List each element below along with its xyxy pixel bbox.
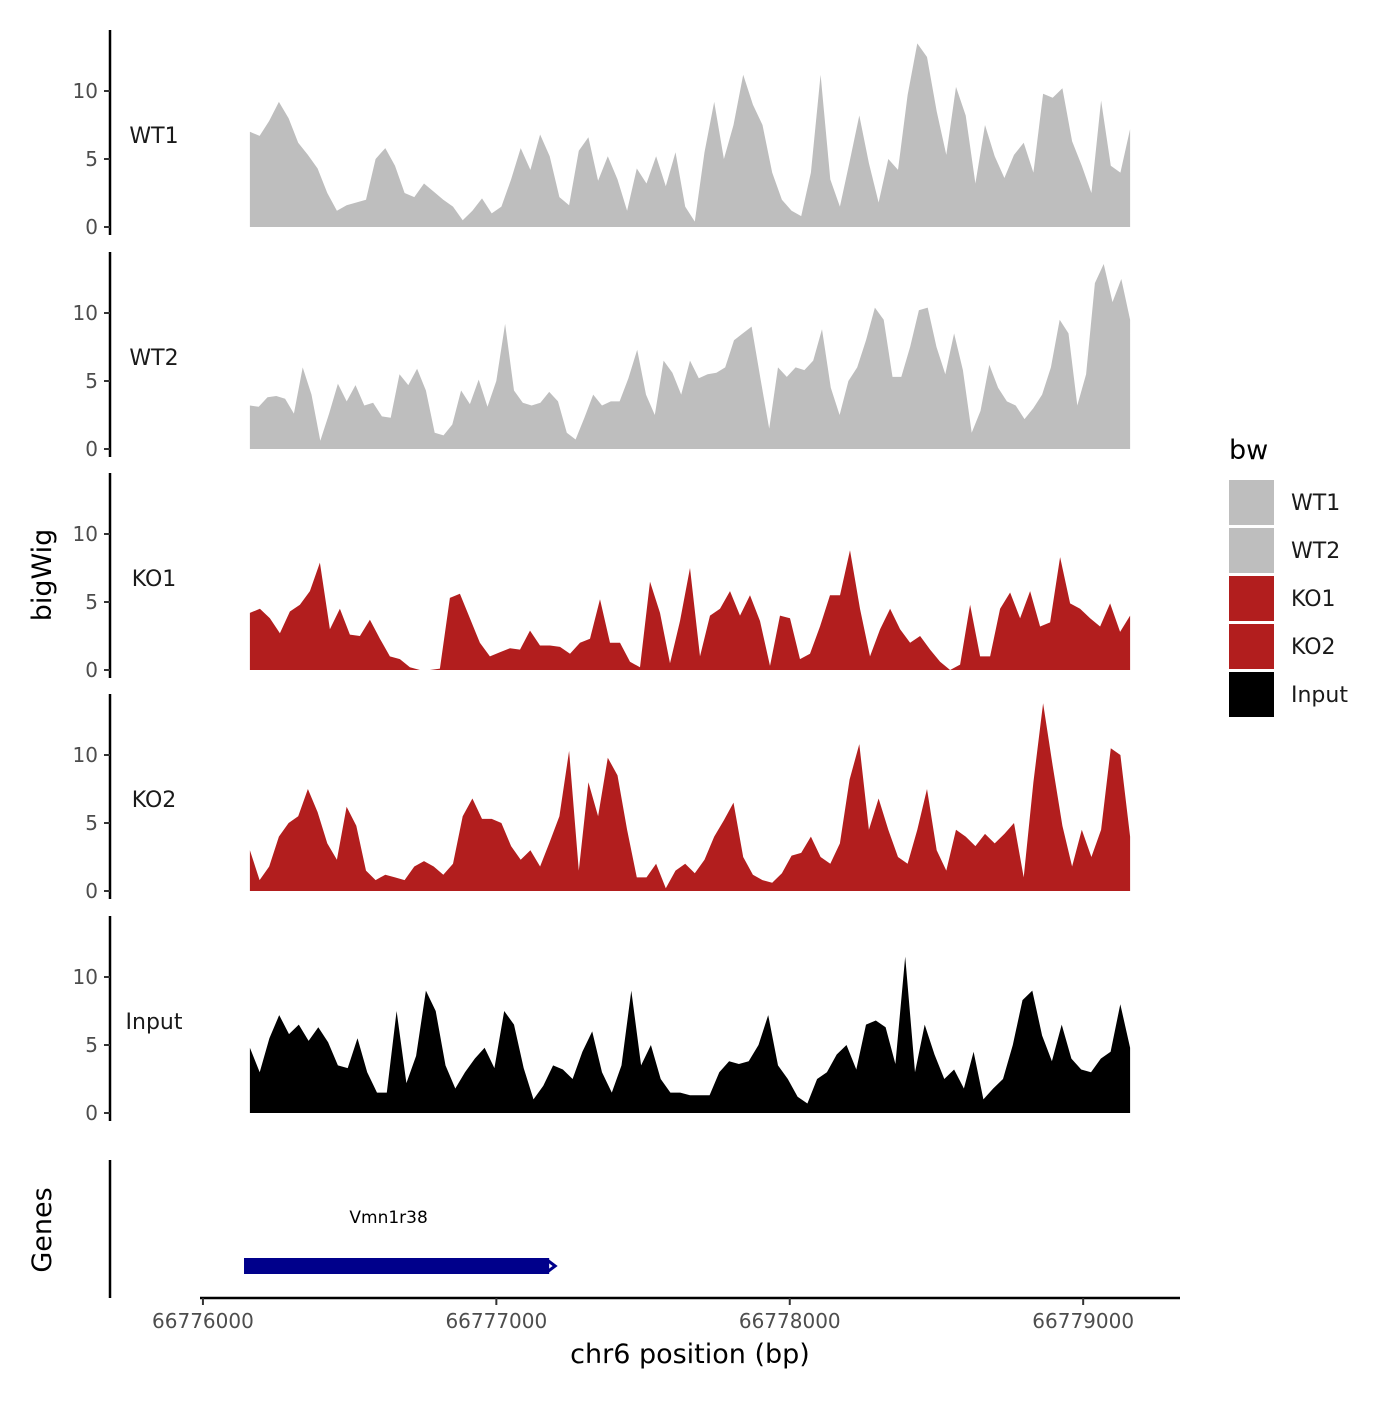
legend-item-wt2: WT2 (1229, 528, 1340, 573)
track-ko1: 0 5 10 KO1 (73, 473, 1131, 682)
y-tick-label: 10 (73, 522, 98, 546)
track-wt1: 0 5 10 WT1 (73, 30, 1131, 239)
legend-swatch (1229, 480, 1274, 525)
track-area-wt2 (249, 264, 1131, 449)
gene-strand-arrow (546, 1258, 558, 1274)
y-tick-label: 0 (85, 879, 98, 903)
tracks-layer: 0 5 10 WT1 0 5 10 WT2 0 5 10 KO1 0 5 10 KO2 0 5 10 Input (73, 30, 1131, 1125)
track-label: KO1 (132, 567, 177, 592)
y-tick-label: 0 (85, 215, 98, 239)
track-area-input (249, 956, 1131, 1113)
y-tick-label: 0 (85, 1101, 98, 1125)
y-tick-label: 10 (73, 743, 98, 767)
genes-axis-title: Genes (27, 1187, 58, 1272)
legend-title: bw (1229, 435, 1268, 466)
x-tick-label: 66776000 (152, 1309, 254, 1333)
legend-item-input: Input (1229, 672, 1348, 717)
gene-vmn1r38: Vmn1r38 (244, 1208, 558, 1274)
y-tick-label: 10 (73, 301, 98, 325)
legend-label: KO1 (1291, 587, 1336, 612)
y-tick-label: 5 (85, 147, 98, 171)
genes-layer: Vmn1r38 (108, 1160, 558, 1298)
legend-label: Input (1291, 683, 1348, 708)
track-area-ko2 (249, 703, 1131, 891)
legend-swatch (1229, 528, 1274, 573)
track-area-wt1 (249, 43, 1131, 228)
x-axis: 66776000 66777000 66778000 66779000 (152, 1296, 1180, 1333)
track-ko2: 0 5 10 KO2 (73, 694, 1131, 903)
y-tick-label: 0 (85, 658, 98, 682)
y-tick-label: 5 (85, 369, 98, 393)
track-label: KO2 (132, 788, 177, 813)
legend-label: WT2 (1291, 539, 1340, 564)
legend-label: KO2 (1291, 635, 1336, 660)
legend-swatch (1229, 624, 1274, 669)
track-label: WT2 (129, 346, 178, 371)
gene-body (244, 1258, 550, 1274)
x-tick-label: 66777000 (445, 1309, 547, 1333)
track-input: 0 5 10 Input (73, 916, 1131, 1125)
legend-item-wt1: WT1 (1229, 480, 1340, 525)
track-area-ko1 (249, 550, 1131, 670)
y-tick-label: 5 (85, 811, 98, 835)
y-tick-label: 5 (85, 1033, 98, 1057)
x-tick-label: 66779000 (1032, 1309, 1134, 1333)
track-label: Input (126, 1010, 183, 1035)
legend-item-ko2: KO2 (1229, 624, 1336, 669)
y-tick-label: 10 (73, 965, 98, 989)
y-tick-label: 5 (85, 590, 98, 614)
legend: bw WT1 WT2 KO1 KO2 Input (1229, 435, 1348, 717)
x-axis-title: chr6 position (bp) (570, 1339, 810, 1370)
y-axis-title: bigWig (27, 529, 58, 622)
legend-item-ko1: KO1 (1229, 576, 1336, 621)
gene-label: Vmn1r38 (349, 1208, 427, 1228)
legend-swatch (1229, 576, 1274, 621)
y-tick-label: 0 (85, 437, 98, 461)
track-label: WT1 (129, 124, 178, 149)
legend-swatch (1229, 672, 1274, 717)
y-tick-label: 10 (73, 79, 98, 103)
track-wt2: 0 5 10 WT2 (73, 252, 1131, 461)
legend-label: WT1 (1291, 491, 1340, 516)
x-tick-label: 66778000 (739, 1309, 841, 1333)
